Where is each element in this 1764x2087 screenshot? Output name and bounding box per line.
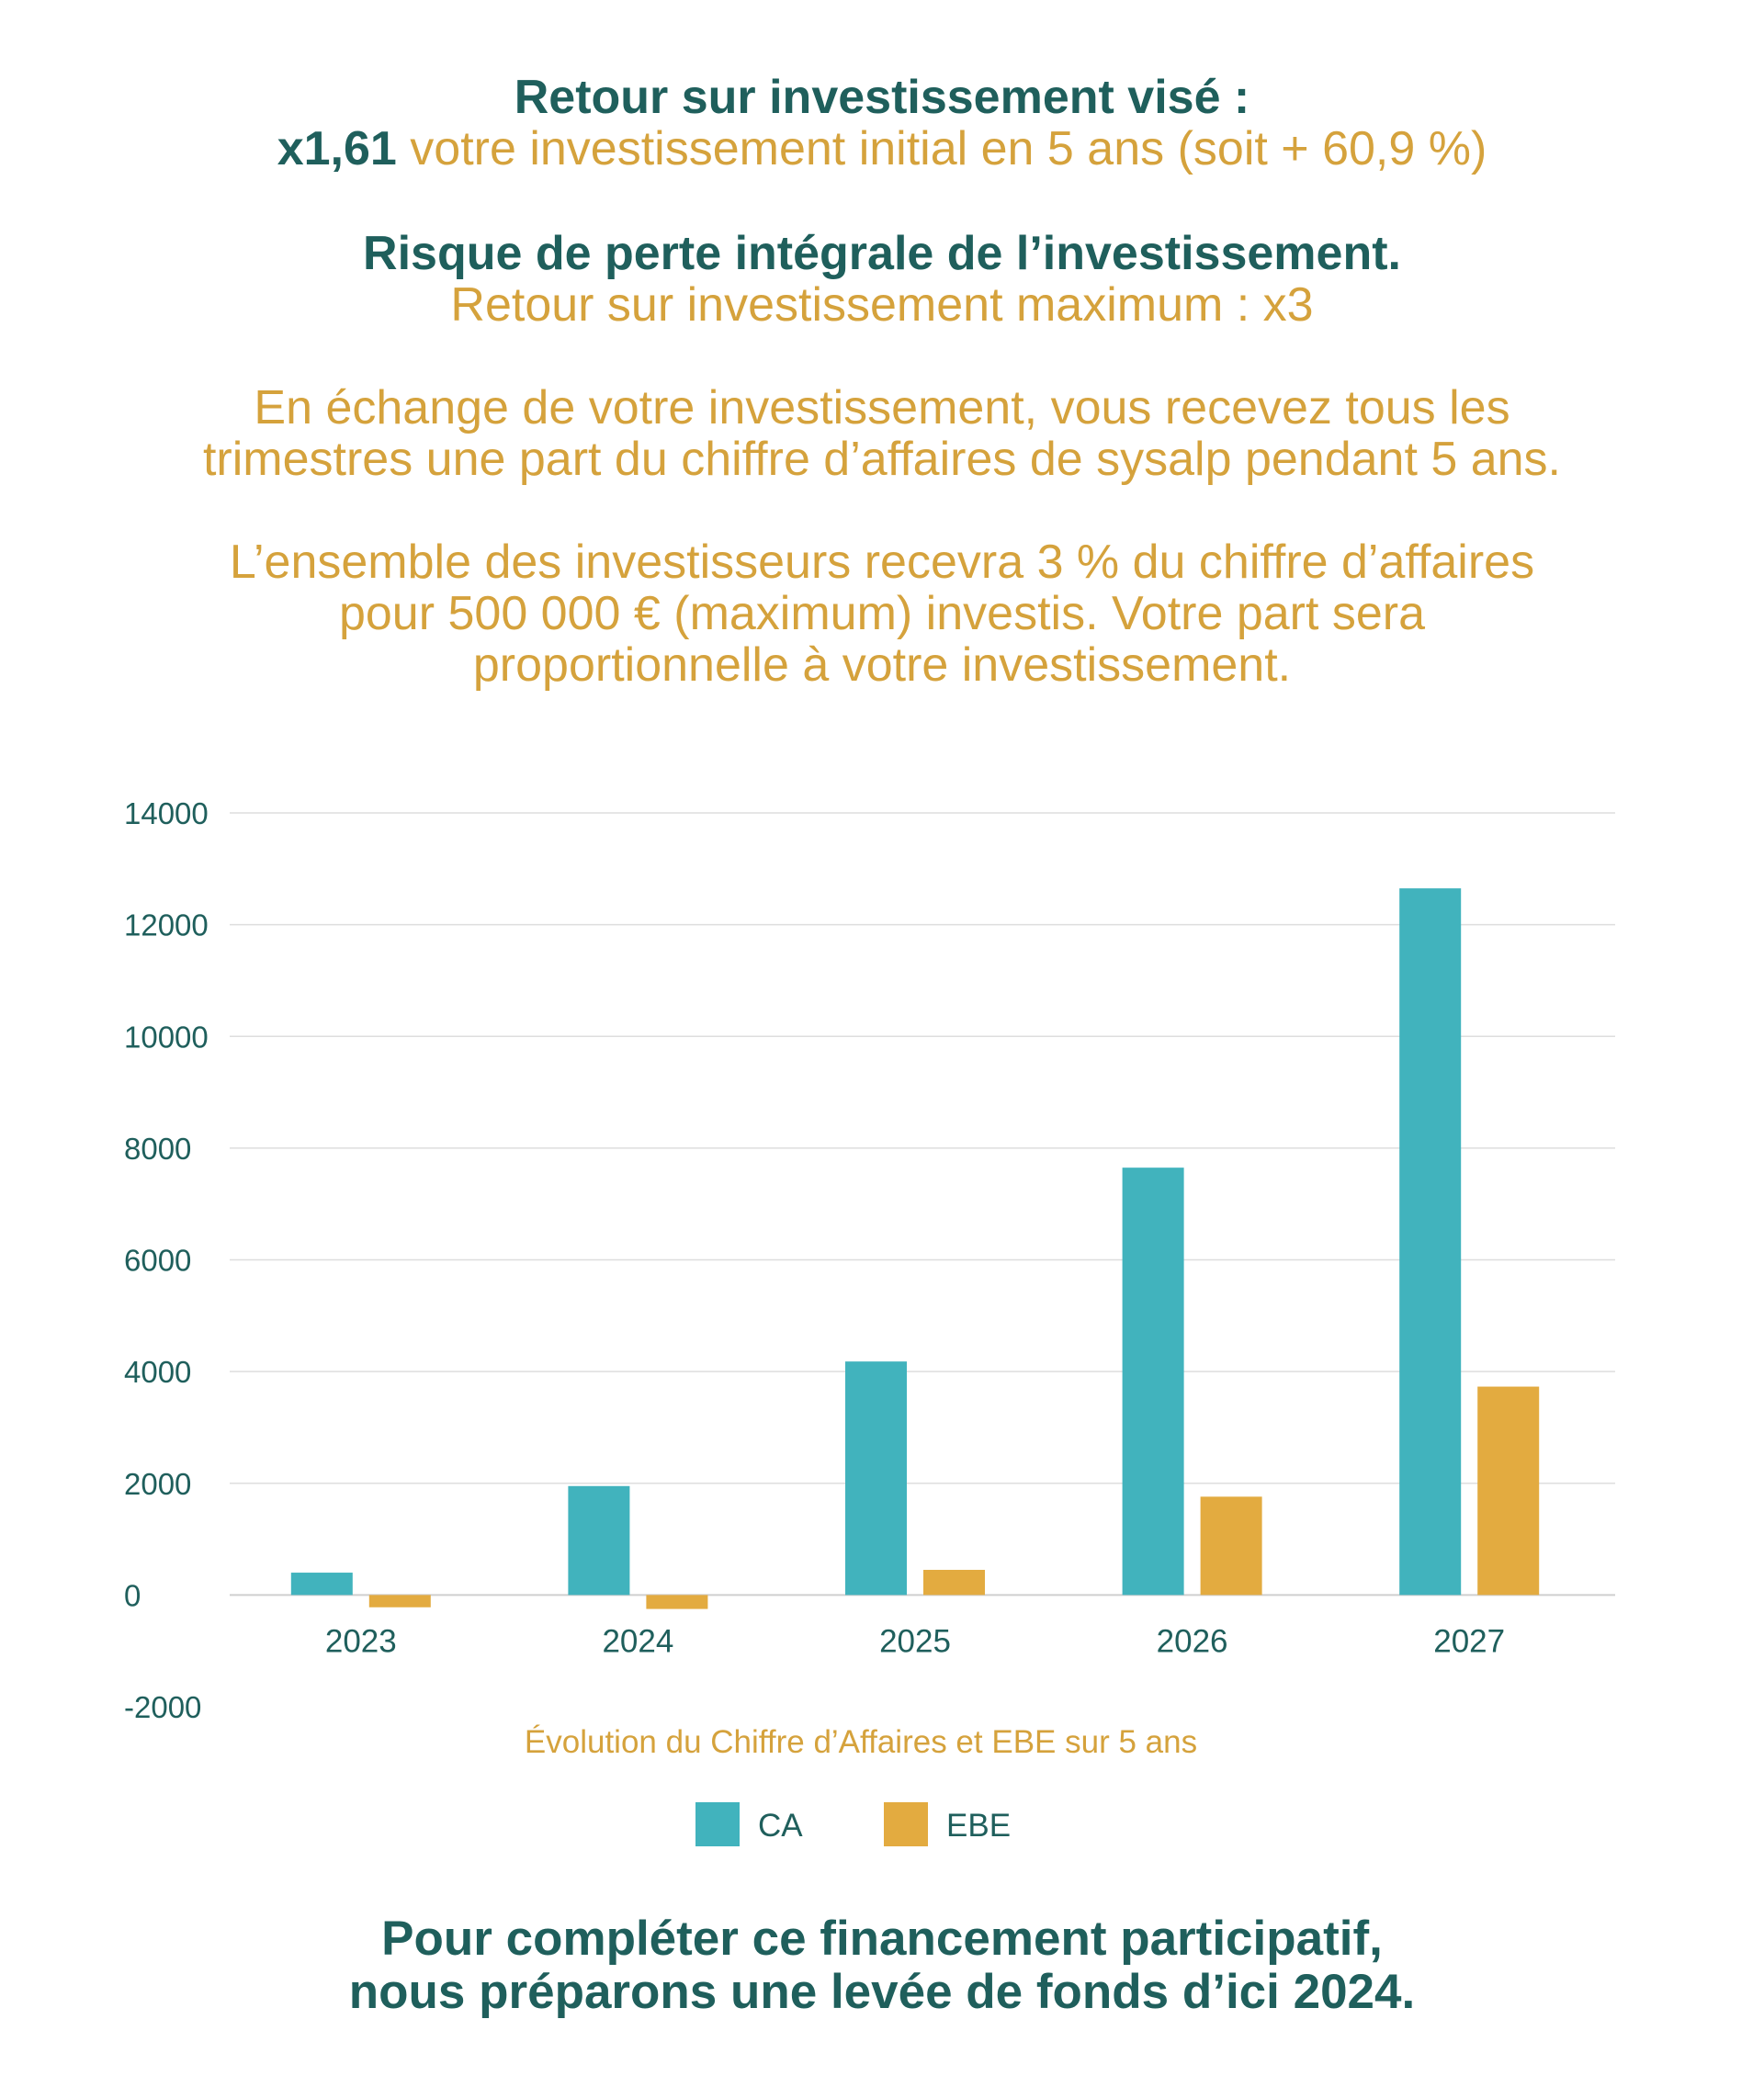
legend-label-ebe: EBE — [946, 1808, 1011, 1844]
exchange-line-2: trimestres une part du chiffre d’affaire… — [202, 433, 1562, 486]
legend-label-ca: CA — [758, 1808, 803, 1844]
y-tick-label: 6000 — [124, 1244, 191, 1278]
y-tick-label: -2000 — [124, 1690, 201, 1724]
x-tick-label: 2026 — [1157, 1623, 1228, 1659]
bar-ca-2027 — [1399, 888, 1462, 1596]
x-tick-label: 2024 — [602, 1623, 673, 1659]
bar-ebe-2025 — [923, 1570, 985, 1596]
roi-title: Retour sur investissement visé : — [514, 71, 1250, 124]
bar-ebe-2024 — [646, 1595, 708, 1609]
investors-line-1: L’ensemble des investisseurs recevra 3 %… — [229, 536, 1535, 589]
roi-multiplier: x1,61 — [277, 122, 397, 175]
bar-chart: 14000 12000 10000 8000 6000 4000 2000 0 -2000 202… — [124, 796, 1615, 1846]
legend-swatch-ebe — [884, 1802, 928, 1846]
bar-ca-2023 — [290, 1573, 353, 1596]
roi-detail: votre investissement initial en 5 ans (s… — [410, 122, 1487, 175]
y-tick-label: 4000 — [124, 1355, 191, 1389]
x-tick-label: 2025 — [879, 1623, 951, 1659]
bar-ebe-2027 — [1477, 1386, 1540, 1596]
y-tick-label: 14000 — [124, 796, 209, 830]
investors-line-2: pour 500 000 € (maximum) investis. Votre… — [338, 587, 1426, 640]
roi-line: x1,61 votre investissement initial en 5 … — [0, 123, 1764, 175]
footer-note: Pour compléter ce financement participat… — [0, 1912, 1764, 2019]
roi-max: Retour sur investissement maximum : x3 — [450, 278, 1314, 332]
risk-block: Risque de perte intégrale de l’investiss… — [0, 228, 1764, 331]
bar-ca-2026 — [1122, 1168, 1184, 1596]
y-tick-label: 2000 — [124, 1467, 191, 1501]
x-tick-label: 2023 — [325, 1623, 397, 1659]
bar-ca-2025 — [845, 1361, 907, 1596]
footer-line-1: Pour compléter ce financement participat… — [381, 1912, 1383, 1966]
investors-paragraph: L’ensemble des investisseurs recevra 3 %… — [0, 536, 1764, 691]
roi-block: Retour sur investissement visé : x1,61 v… — [0, 72, 1764, 175]
chart-title: Évolution du Chiffre d’Affaires et EBE s… — [525, 1724, 1197, 1760]
y-tick-label: 12000 — [124, 908, 209, 942]
bar-ca-2024 — [568, 1485, 630, 1596]
investors-line-3: proportionnelle à votre investissement. — [472, 638, 1292, 692]
bar-ebe-2023 — [368, 1595, 431, 1608]
bar-ebe-2026 — [1200, 1496, 1262, 1596]
x-tick-label: 2027 — [1433, 1623, 1505, 1659]
risk-title: Risque de perte intégrale de l’investiss… — [363, 227, 1401, 280]
exchange-line-1: En échange de votre investissement, vous… — [254, 381, 1510, 434]
footer-line-2: nous préparons une levée de fonds d’ici … — [348, 1965, 1416, 2019]
exchange-paragraph: En échange de votre investissement, vous… — [0, 382, 1764, 485]
y-tick-label: 8000 — [124, 1132, 191, 1166]
y-tick-label: 10000 — [124, 1020, 209, 1054]
y-tick-label: 0 — [124, 1578, 141, 1612]
legend-swatch-ca — [695, 1802, 740, 1846]
